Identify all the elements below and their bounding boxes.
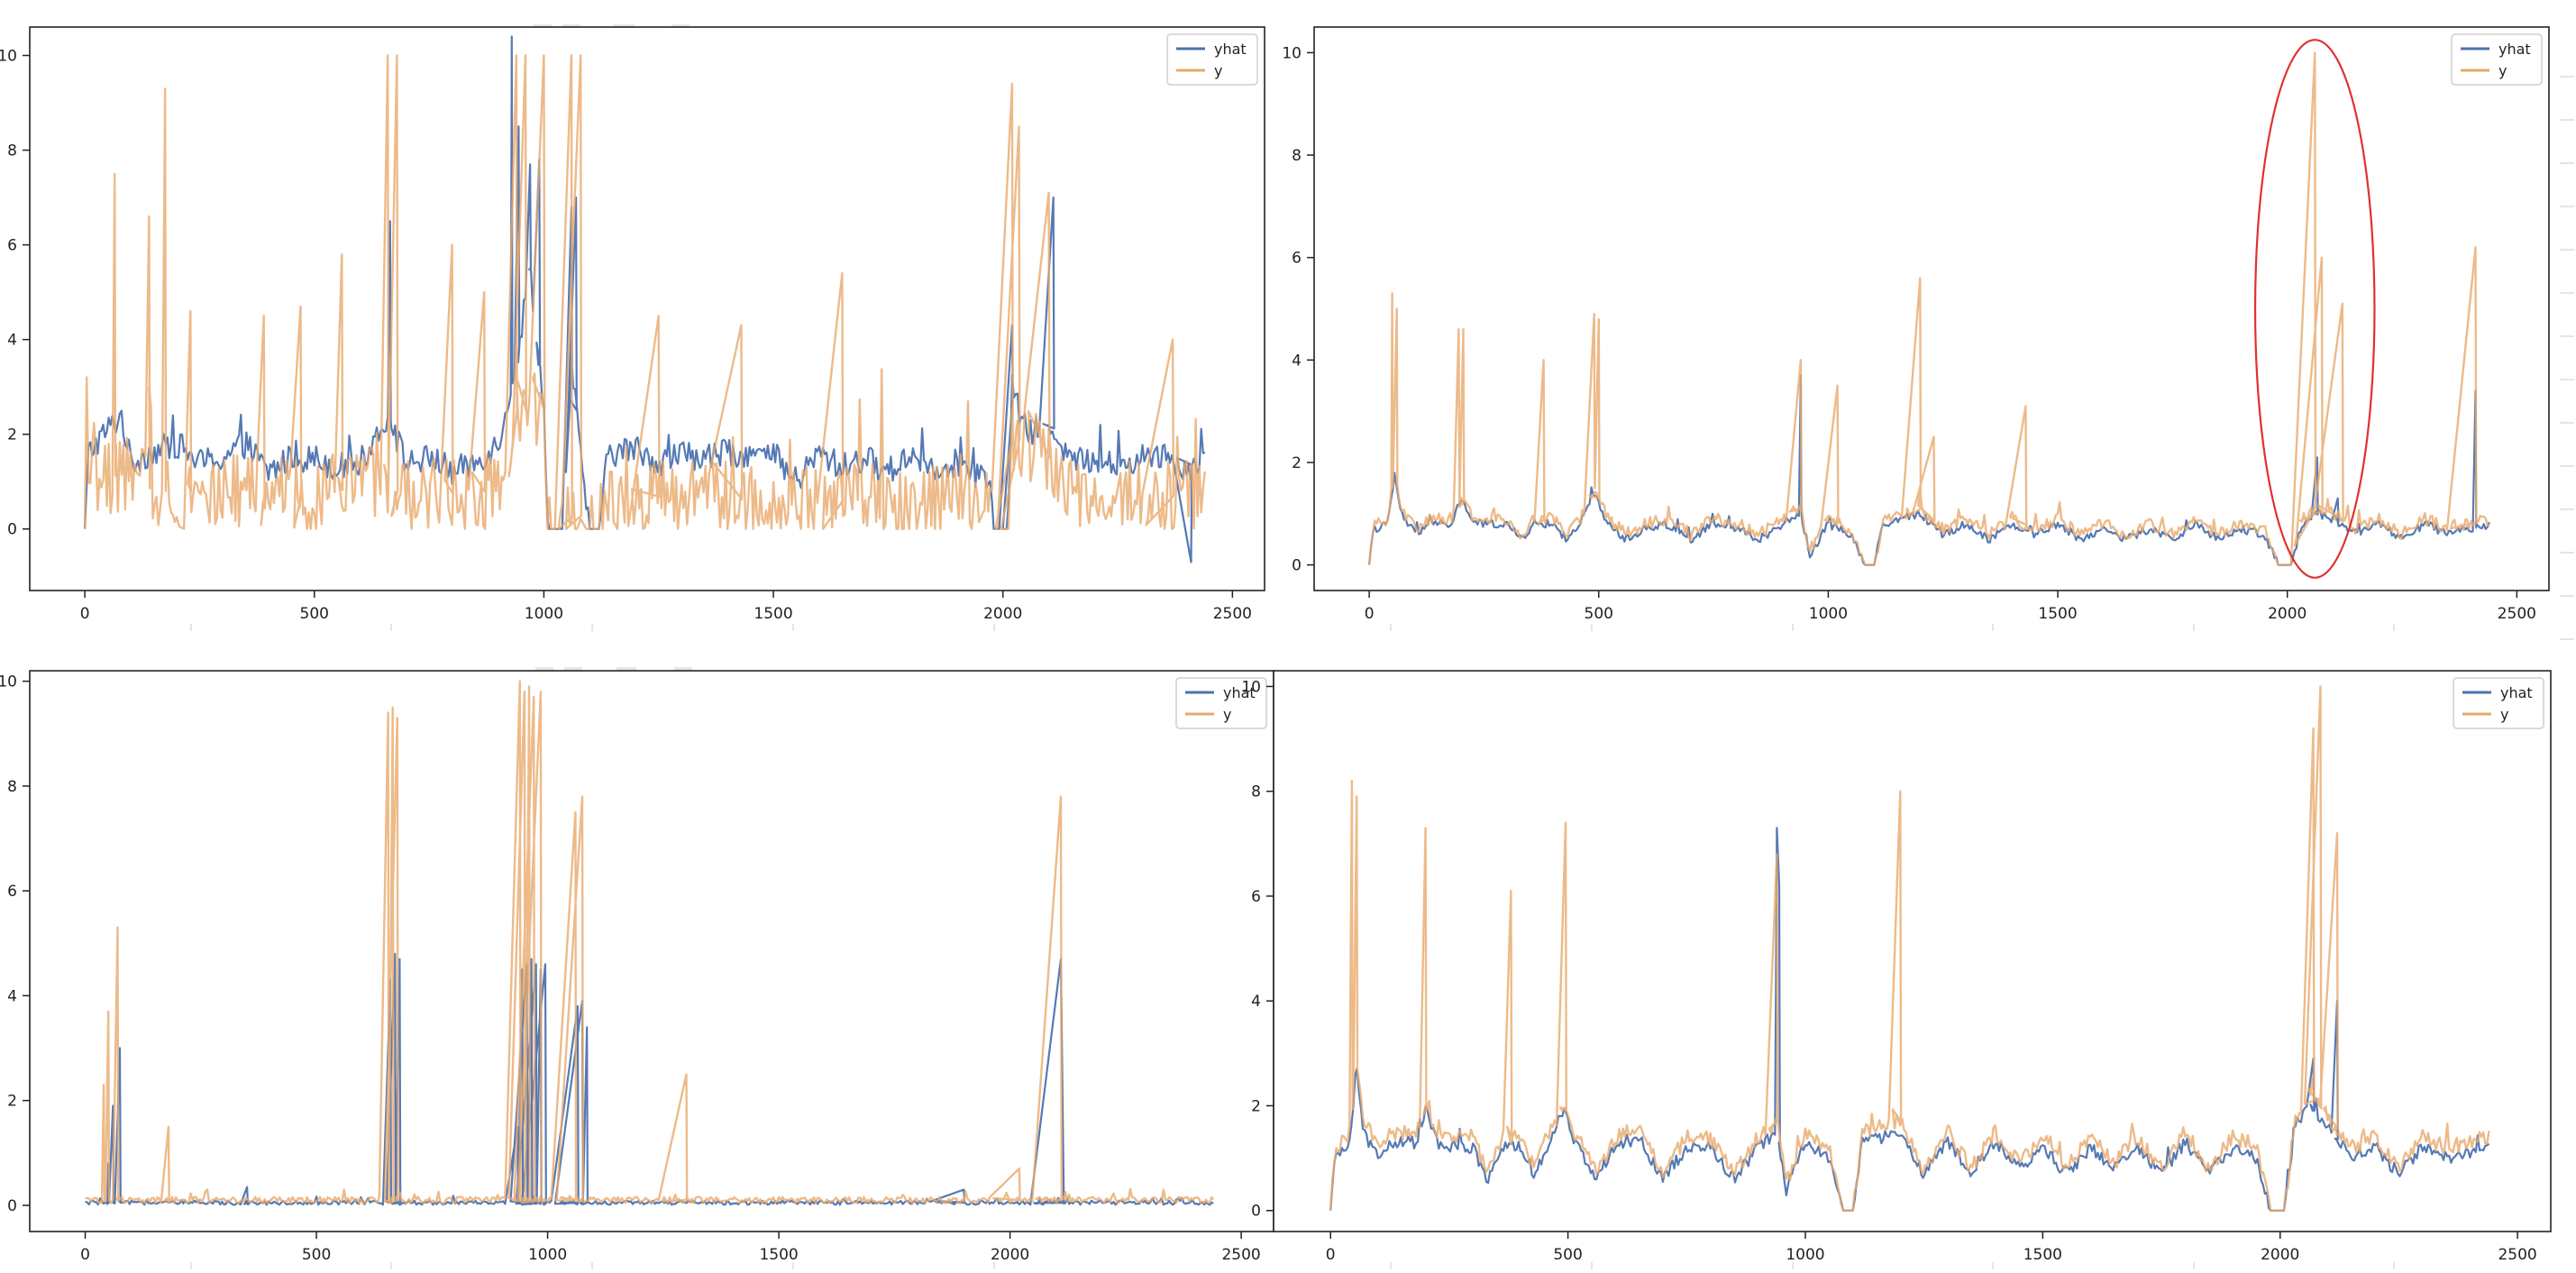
y-tick-label: 0 [1292, 557, 1302, 575]
series-group [83, 35, 1206, 563]
x-tick-label: 2500 [1213, 605, 1252, 623]
y-tick-label: 2 [1251, 1097, 1261, 1115]
legend: yhat y [1166, 33, 1258, 86]
y-tick-label: 4 [1251, 993, 1261, 1011]
legend-label-y: y [2500, 706, 2508, 723]
series-line-y [85, 680, 1215, 1204]
y-tick-label: 10 [1282, 44, 1302, 62]
y-tick-label: 8 [1292, 147, 1302, 165]
legend-box [2451, 33, 2543, 86]
y-tick-label: 2 [7, 426, 17, 444]
chart-panel-4: 0 500 1000 1500 2000 2500 0 2 4 6 8 10 yhat y [1241, 670, 2552, 1264]
y-tick-label: 2 [1292, 454, 1302, 472]
legend-box [1166, 33, 1258, 86]
legend-label-yhat: yhat [1223, 684, 1256, 701]
legend-box [1175, 677, 1267, 729]
x-tick-label: 1000 [525, 605, 563, 623]
x-tick-label: 1500 [759, 1246, 798, 1264]
y-tick-label: 4 [7, 987, 17, 1005]
legend-label-yhat: yhat [2498, 41, 2531, 58]
y-tick-label: 0 [7, 521, 17, 539]
x-tick-label: 2000 [2268, 605, 2307, 623]
x-tick-label: 0 [1326, 1246, 1336, 1264]
plot-area [1314, 27, 2549, 591]
x-tick-label: 500 [1553, 1246, 1582, 1264]
series-group [1367, 51, 2490, 566]
x-tick-label: 1000 [528, 1246, 567, 1264]
x-tick-label: 500 [1585, 605, 1613, 623]
legend-label-y: y [1223, 706, 1231, 723]
x-tick-label: 1500 [2038, 605, 2077, 623]
x-tick-label: 2500 [2498, 605, 2536, 623]
y-tick-label: 0 [1251, 1203, 1261, 1221]
x-tick-label: 1000 [1809, 605, 1848, 623]
annotation-ellipse [2253, 39, 2376, 579]
y-tick-label: 8 [1251, 783, 1261, 801]
y-tick-label: 8 [7, 142, 17, 160]
y-tick-label: 6 [1292, 250, 1302, 268]
axes-frame [1273, 670, 2552, 1232]
series-group [85, 680, 1215, 1206]
legend-box [2453, 677, 2544, 729]
y-tick-label: 4 [1292, 352, 1302, 370]
plot-area [30, 671, 1274, 1232]
series-line-y [1329, 685, 2490, 1212]
x-tick-label: 2000 [991, 1246, 1029, 1264]
y-tick-label: 0 [7, 1197, 17, 1215]
x-tick-label: 0 [80, 605, 90, 623]
legend: yhat y [2451, 33, 2543, 86]
cropped-edge-ticks [190, 76, 2574, 1269]
y-tick-label: 10 [1241, 678, 1261, 696]
x-tick-label: 1000 [1786, 1246, 1824, 1264]
y-tick-label: 6 [7, 883, 17, 901]
x-tick-label: 500 [302, 1246, 331, 1264]
chart-panel-2: 0 500 1000 1500 2000 2500 0 2 4 6 8 10 yhat y [1282, 26, 2550, 623]
series-line-yhat [85, 952, 1214, 1206]
axes-frame [29, 26, 1265, 591]
x-tick-label: 1500 [2023, 1246, 2062, 1264]
x-tick-label: 1500 [754, 605, 792, 623]
legend-label-yhat: yhat [1214, 41, 1247, 58]
series-line-y [83, 54, 1206, 530]
cropped-title-remnants [534, 24, 692, 671]
y-tick-label: 2 [7, 1093, 17, 1111]
axes-frame [1313, 26, 2550, 591]
x-tick-label: 2500 [1221, 1246, 1260, 1264]
chart-panel-1: 0 500 1000 1500 2000 2500 0 2 4 6 8 10 yhat y [0, 26, 1265, 623]
x-tick-label: 0 [1365, 605, 1375, 623]
x-tick-label: 2000 [983, 605, 1022, 623]
y-tick-label: 8 [7, 778, 17, 796]
legend: yhat y [1175, 677, 1267, 729]
legend-label-yhat: yhat [2500, 684, 2533, 701]
legend: yhat y [2453, 677, 2544, 729]
legend-label-y: y [2498, 62, 2507, 79]
y-tick-label: 4 [7, 332, 17, 350]
series-group [1329, 685, 2490, 1212]
y-tick-label: 10 [0, 48, 17, 66]
y-tick-label: 6 [1251, 888, 1261, 906]
y-tick-label: 6 [7, 237, 17, 255]
series-line-y [1367, 51, 2490, 566]
legend-label-y: y [1214, 62, 1222, 79]
x-tick-label: 2000 [2261, 1246, 2299, 1264]
x-tick-label: 2500 [2498, 1246, 2536, 1264]
x-tick-label: 0 [80, 1246, 90, 1264]
y-tick-label: 10 [0, 673, 17, 691]
x-tick-label: 500 [300, 605, 329, 623]
